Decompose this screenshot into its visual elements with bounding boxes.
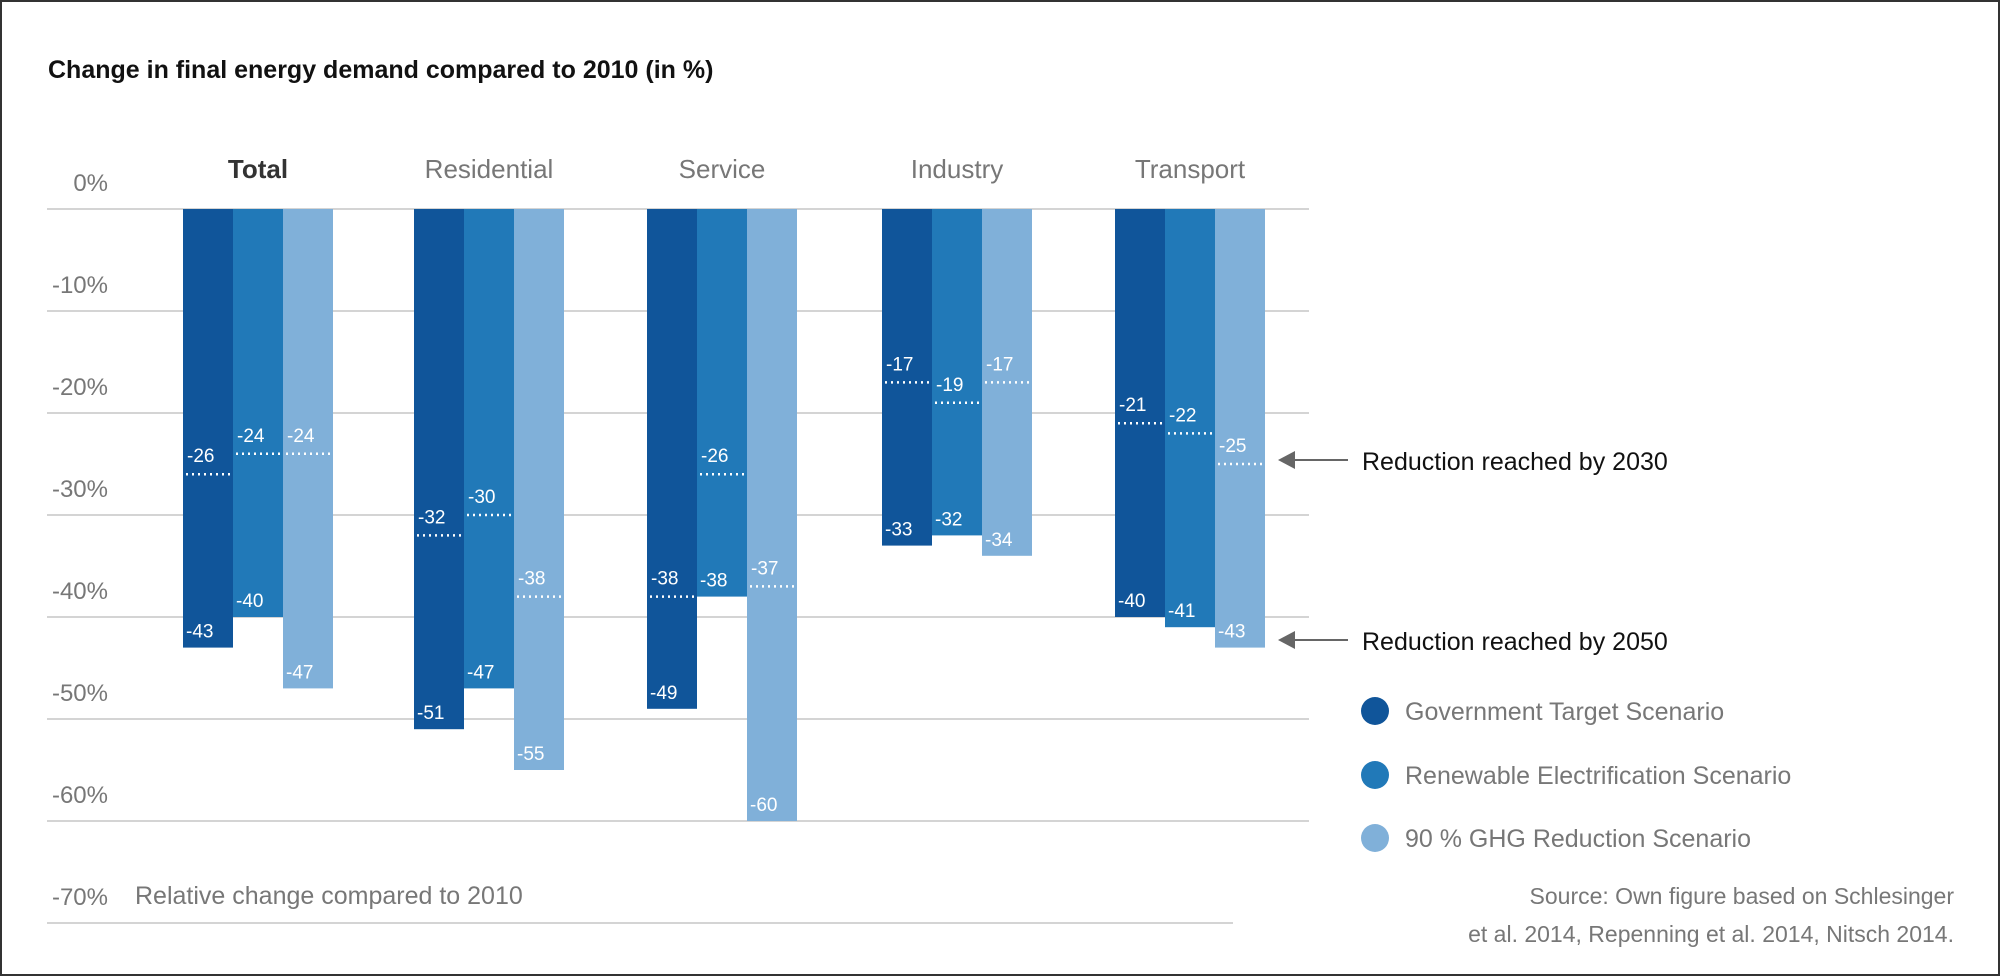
annotations: Reduction reached by 2030 Reduction reac…: [1278, 448, 1668, 656]
source-line-1: Source: Own figure based on Schlesinger: [1530, 883, 1955, 909]
data-label-2050: -38: [700, 571, 727, 592]
data-label-2050: -51: [417, 703, 444, 724]
category-label: Transport: [1135, 154, 1246, 184]
data-label-2030: -26: [187, 446, 214, 467]
data-label-2050: -43: [1218, 622, 1245, 643]
data-label-2050: -47: [467, 662, 494, 683]
data-label-2050: -40: [236, 591, 263, 612]
source-line-2: et al. 2014, Repenning et al. 2014, Nits…: [1468, 921, 1954, 947]
bar: [1115, 209, 1165, 617]
bar: [233, 209, 283, 617]
legend-label: Government Target Scenario: [1405, 698, 1724, 726]
y-axis-label: Relative change compared to 2010: [135, 882, 523, 910]
y-tick-label: -30%: [52, 476, 108, 503]
data-label-2030: -24: [237, 426, 265, 447]
data-label-2030: -19: [936, 375, 963, 396]
y-tick-label: -60%: [52, 782, 108, 809]
data-label-2030: -32: [418, 507, 445, 528]
data-label-2030: -38: [651, 569, 678, 590]
legend-swatch: [1361, 697, 1389, 725]
arrow-left-icon: [1278, 451, 1295, 469]
category-label: Service: [679, 154, 766, 184]
data-label-2030: -24: [287, 426, 315, 447]
bar: [1215, 209, 1265, 648]
chart-title: Change in final energy demand compared t…: [48, 56, 713, 84]
bar: [697, 209, 747, 597]
category-label: Total: [228, 154, 288, 184]
bar: [932, 209, 982, 536]
data-label-2050: -34: [985, 530, 1013, 551]
y-tick-label: -50%: [52, 680, 108, 707]
bar: [747, 209, 797, 821]
data-label-2050: -41: [1168, 601, 1195, 622]
legend-label: 90 % GHG Reduction Scenario: [1405, 825, 1751, 853]
data-label-2050: -55: [517, 744, 544, 765]
annotation-2030: Reduction reached by 2030: [1362, 448, 1668, 476]
data-label-2030: -22: [1169, 405, 1196, 426]
bar: [414, 209, 464, 730]
legend-swatch: [1361, 824, 1389, 852]
y-tick-label: 0%: [73, 170, 108, 197]
data-label-2050: -60: [750, 795, 777, 816]
data-label-2050: -47: [286, 662, 313, 683]
bar: [514, 209, 564, 770]
data-label-2050: -43: [186, 622, 213, 643]
y-tick-label: -10%: [52, 272, 108, 299]
bar: [1165, 209, 1215, 628]
data-label-2050: -49: [650, 683, 677, 704]
bar: [464, 209, 514, 689]
data-label-2030: -38: [518, 569, 545, 590]
data-label-2030: -17: [886, 354, 913, 375]
legend-swatch: [1361, 761, 1389, 789]
bar: [283, 209, 333, 689]
data-label-2030: -30: [468, 487, 495, 508]
data-label-2030: -17: [986, 354, 1013, 375]
data-label-2050: -33: [885, 520, 912, 541]
legend-label: Renewable Electrification Scenario: [1405, 762, 1791, 790]
arrow-left-icon: [1278, 631, 1295, 649]
data-label-2030: -21: [1119, 395, 1146, 416]
legend: Government Target Scenario Renewable Elec…: [1361, 697, 1791, 853]
data-label-2030: -25: [1219, 436, 1246, 457]
y-tick-label: -70%: [52, 884, 108, 911]
data-label-2030: -37: [751, 558, 778, 579]
y-axis-ticks: 0% -10% -20% -30% -40% -50% -60% -70%: [52, 170, 108, 911]
bar: [183, 209, 233, 648]
bars: -26 -43 -32 -51 -38 -49 -17 -33 -21 -40 -24 -40 -30 -…: [183, 209, 1265, 821]
category-labels: Total Residential Service Industry Transport: [228, 154, 1246, 184]
data-label-2050: -32: [935, 509, 962, 530]
data-label-2030: -26: [701, 446, 728, 467]
data-label-2050: -40: [1118, 591, 1145, 612]
bar: [982, 209, 1032, 556]
bar: [882, 209, 932, 546]
annotation-2050: Reduction reached by 2050: [1362, 628, 1668, 656]
category-label: Industry: [911, 154, 1004, 184]
bar: [647, 209, 697, 709]
y-tick-label: -40%: [52, 578, 108, 605]
category-label: Residential: [425, 154, 554, 184]
y-tick-label: -20%: [52, 374, 108, 401]
